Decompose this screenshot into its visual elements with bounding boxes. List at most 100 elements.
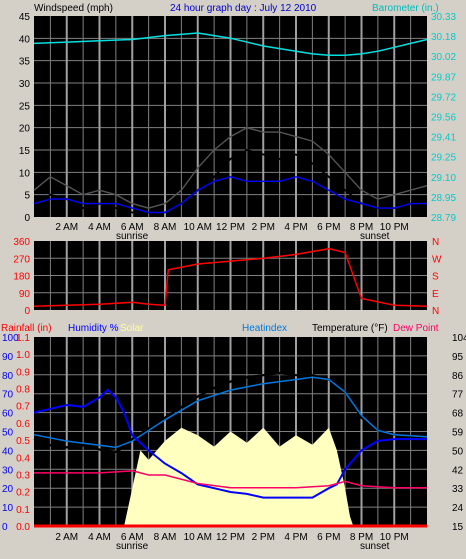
wind-y-tick: 0 — [24, 213, 30, 224]
temperature-y-tick: 77 — [452, 390, 464, 401]
humidity-y-tick: 80 — [2, 371, 14, 382]
x-tick-label: 6 AM — [121, 222, 144, 233]
barometer-y-tick: 29.10 — [431, 173, 456, 184]
solar-axis-label: Solar — [120, 323, 144, 334]
rainfall-y-tick: 0.6 — [16, 419, 30, 430]
wind-y-tick: 15 — [19, 146, 31, 157]
rainfall-y-tick: 0.5 — [16, 436, 30, 447]
direction-line — [33, 247, 428, 307]
barometer-axis-label: Barometer (in.) — [372, 3, 439, 14]
direction-series — [33, 247, 428, 307]
sunrise-label-2: sunrise — [116, 541, 149, 552]
temperature-y-ticks: 15 24 33 42 50 59 68 77 86 95 104 — [452, 333, 466, 533]
temperature-x-ticks: 2 AM 4 AM 6 AM 8 AM 10 AM 12 PM 2 PM 4 PM 6 PM 8 … — [55, 532, 408, 543]
x-tick-label: 2 PM — [252, 532, 275, 543]
x-tick-label: 10 AM — [184, 532, 212, 543]
sunset-label-1: sunset — [360, 231, 390, 242]
wind-y-tick: 35 — [19, 57, 31, 68]
wind-y-tick: 20 — [19, 124, 31, 135]
temperature-y-tick: 59 — [452, 428, 464, 439]
barometer-y-tick: 28.79 — [431, 213, 456, 224]
direction-y-tick: 0 — [24, 306, 30, 317]
sunset-label-2: sunset — [360, 541, 390, 552]
direction-y-ticks: 0 90 180 270 360 — [13, 237, 30, 317]
windspeed-axis-label: Windspeed (mph) — [34, 3, 113, 14]
humidity-y-ticks: 0 10 20 30 40 50 60 70 80 90 100 — [2, 333, 19, 533]
barometer-y-tick: 29.41 — [431, 133, 456, 144]
chart-title: 24 hour graph day : July 12 2010 — [170, 3, 317, 14]
x-tick-label: 2 PM — [252, 222, 275, 233]
barometer-y-tick: 30.02 — [431, 52, 456, 63]
temperature-series — [33, 371, 428, 528]
sunrise-label-1: sunrise — [116, 231, 149, 242]
compass-y-tick: S — [432, 272, 439, 283]
x-tick-label: 4 AM — [88, 532, 111, 543]
rainfall-y-tick: 0.9 — [16, 367, 30, 378]
wind-x-ticks: 2 AM 4 AM 6 AM 8 AM 10 AM 12 PM 2 PM 4 PM 6 PM 8 … — [55, 222, 408, 233]
direction-y-tick: 180 — [13, 272, 30, 283]
rainfall-axis-label: Rainfall (in) — [1, 323, 52, 334]
x-tick-label: 6 AM — [121, 532, 144, 543]
direction-y-tick: 90 — [19, 289, 31, 300]
direction-y-tick: 360 — [13, 237, 30, 248]
x-tick-label: 2 AM — [55, 532, 78, 543]
humidity-y-tick: 30 — [2, 465, 14, 476]
wind-y-ticks: 0 5 10 15 20 25 30 35 40 45 — [19, 12, 31, 224]
legend-dewpoint: Dew Point — [393, 323, 439, 334]
wind-y-tick: 5 — [24, 191, 30, 202]
humidity-y-tick: 100 — [2, 333, 19, 344]
x-tick-label: 10 PM — [380, 222, 409, 233]
wind-avg-line — [33, 176, 427, 214]
humidity-y-tick: 70 — [2, 390, 14, 401]
x-tick-label: 4 AM — [88, 222, 111, 233]
temperature-y-tick: 68 — [452, 409, 464, 420]
barometer-line — [33, 32, 428, 56]
barometer-y-tick: 30.33 — [431, 12, 456, 23]
humidity-y-tick: 50 — [2, 428, 14, 439]
compass-y-tick: E — [432, 289, 439, 300]
humidity-y-tick: 0 — [2, 522, 8, 533]
temperature-line — [33, 371, 427, 453]
x-tick-label: 4 PM — [284, 532, 307, 543]
rainfall-y-tick: 0.4 — [16, 453, 30, 464]
rainfall-y-tick: 1.0 — [16, 350, 30, 361]
humidity-y-tick: 20 — [2, 484, 14, 495]
rainfall-y-tick: 0.0 — [16, 522, 30, 533]
barometer-y-tick: 30.18 — [431, 32, 456, 43]
temperature-y-tick: 33 — [452, 484, 464, 495]
x-tick-label: 8 AM — [154, 222, 177, 233]
temperature-y-tick: 86 — [452, 371, 464, 382]
x-tick-label: 6 PM — [317, 532, 340, 543]
heatindex-line — [33, 376, 428, 449]
humidity-line — [33, 388, 427, 499]
temperature-y-tick: 15 — [452, 522, 464, 533]
humidity-y-tick: 60 — [2, 409, 14, 420]
rainfall-y-tick: 0.1 — [16, 505, 30, 516]
wind-y-tick: 40 — [19, 34, 31, 45]
temperature-y-tick: 104 — [452, 333, 466, 344]
rainfall-y-tick: 0.3 — [16, 470, 30, 481]
barometer-y-ticks: 28.79 28.95 29.10 29.25 29.41 29.56 29.72 29.87… — [431, 12, 456, 224]
compass-y-tick: N — [432, 306, 439, 317]
x-tick-label: 8 PM — [350, 532, 373, 543]
legend-temperature: Temperature (°F) — [312, 323, 388, 334]
humidity-axis-label: Humidity % — [68, 323, 119, 334]
solar-area — [124, 427, 354, 526]
rainfall-y-ticks: 0.0 0.1 0.2 0.3 0.4 0.5 0.6 0.7 0.8 0.9 1.0 1.1 — [16, 333, 30, 533]
humidity-y-tick: 10 — [2, 503, 14, 514]
x-tick-label: 4 PM — [284, 222, 307, 233]
compass-y-tick: W — [432, 254, 442, 265]
wind-grid — [34, 16, 427, 217]
x-tick-label: 2 AM — [55, 222, 78, 233]
wind-y-tick: 25 — [19, 101, 31, 112]
wind-y-tick: 10 — [19, 168, 31, 179]
x-tick-label: 6 PM — [317, 222, 340, 233]
barometer-y-tick: 28.95 — [431, 193, 456, 204]
x-tick-label: 10 PM — [380, 532, 409, 543]
wind-y-tick: 30 — [19, 79, 31, 90]
compass-y-tick: N — [432, 237, 439, 248]
temperature-y-tick: 95 — [452, 352, 464, 363]
temperature-y-tick: 50 — [452, 446, 464, 457]
temperature-y-tick: 24 — [452, 503, 464, 514]
